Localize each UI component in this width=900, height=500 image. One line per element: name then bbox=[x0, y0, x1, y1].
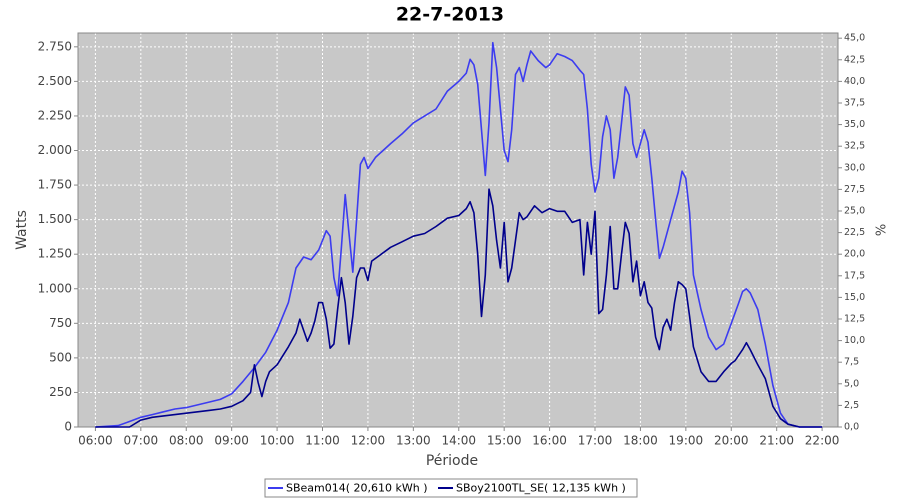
chart-title: 22-7-2013 bbox=[396, 4, 504, 26]
x-tick-label: 15:00 bbox=[487, 434, 522, 448]
y2-tick-label: 42,5 bbox=[844, 54, 865, 65]
y2-tick-label: 35,0 bbox=[844, 119, 865, 130]
x-tick-label: 06:00 bbox=[78, 434, 113, 448]
y2-tick-label: 32,5 bbox=[844, 141, 865, 152]
x-tick-label: 19:00 bbox=[669, 434, 704, 448]
y2-tick-label: 2,5 bbox=[844, 400, 859, 411]
y2-tick-label: 0,0 bbox=[844, 422, 859, 433]
plot-area bbox=[78, 33, 838, 427]
x-tick-label: 10:00 bbox=[260, 434, 295, 448]
y-tick-label: 1.500 bbox=[38, 212, 72, 226]
series-line bbox=[95, 188, 823, 428]
legend-label: SBeam014( 20,610 kWh ) bbox=[286, 482, 428, 495]
x-tick-label: 14:00 bbox=[441, 434, 476, 448]
y-tick-label: 0 bbox=[64, 420, 72, 434]
x-tick-label: 07:00 bbox=[124, 434, 159, 448]
x-tick-label: 09:00 bbox=[214, 434, 249, 448]
x-tick-label: 21:00 bbox=[759, 434, 794, 448]
y2-tick-label: 17,5 bbox=[844, 270, 865, 281]
y2-tick-label: 7,5 bbox=[844, 357, 859, 368]
series-line bbox=[95, 41, 823, 428]
plot-border bbox=[77, 32, 839, 428]
x-tick-label: 16:00 bbox=[532, 434, 567, 448]
x-tick-label: 13:00 bbox=[396, 434, 431, 448]
x-tick-label: 08:00 bbox=[169, 434, 204, 448]
y2-axis-label: % bbox=[875, 224, 890, 236]
y-tick-label: 250 bbox=[49, 385, 72, 399]
y2-tick-label: 22,5 bbox=[844, 227, 865, 238]
y2-tick-label: 15,0 bbox=[844, 292, 865, 303]
x-tick-label: 18:00 bbox=[623, 434, 658, 448]
y-tick-label: 2.750 bbox=[38, 39, 72, 53]
x-tick-label: 12:00 bbox=[351, 434, 386, 448]
y-tick-label: 1.250 bbox=[38, 247, 72, 261]
y-tick-label: 2.250 bbox=[38, 108, 72, 122]
x-tick-label: 11:00 bbox=[305, 434, 340, 448]
y-tick-label: 2.500 bbox=[38, 74, 72, 88]
y2-tick-label: 30,0 bbox=[844, 162, 865, 173]
y2-tick-label: 10,0 bbox=[844, 335, 865, 346]
y-tick-label: 500 bbox=[49, 350, 72, 364]
y2-tick-label: 37,5 bbox=[844, 97, 865, 108]
x-tick-label: 22:00 bbox=[805, 434, 840, 448]
x-tick-label: 20:00 bbox=[714, 434, 749, 448]
y-tick-label: 1.000 bbox=[38, 281, 72, 295]
y2-tick-label: 12,5 bbox=[844, 313, 865, 324]
y2-tick-label: 40,0 bbox=[844, 76, 865, 87]
y-tick-label: 2.000 bbox=[38, 143, 72, 157]
legend-label: SBoy2100TL_SE( 12,135 kWh ) bbox=[456, 482, 626, 495]
y-tick-label: 750 bbox=[49, 316, 72, 330]
y-axis-label: Watts bbox=[14, 210, 30, 250]
y2-tick-label: 45,0 bbox=[844, 33, 865, 44]
x-axis-label: Période bbox=[426, 453, 478, 469]
x-tick-label: 17:00 bbox=[578, 434, 613, 448]
y-tick-label: 1.750 bbox=[38, 178, 72, 192]
y2-tick-label: 27,5 bbox=[844, 184, 865, 195]
y2-tick-label: 5,0 bbox=[844, 378, 859, 389]
y2-tick-label: 25,0 bbox=[844, 205, 865, 216]
y2-tick-label: 20,0 bbox=[844, 249, 865, 260]
